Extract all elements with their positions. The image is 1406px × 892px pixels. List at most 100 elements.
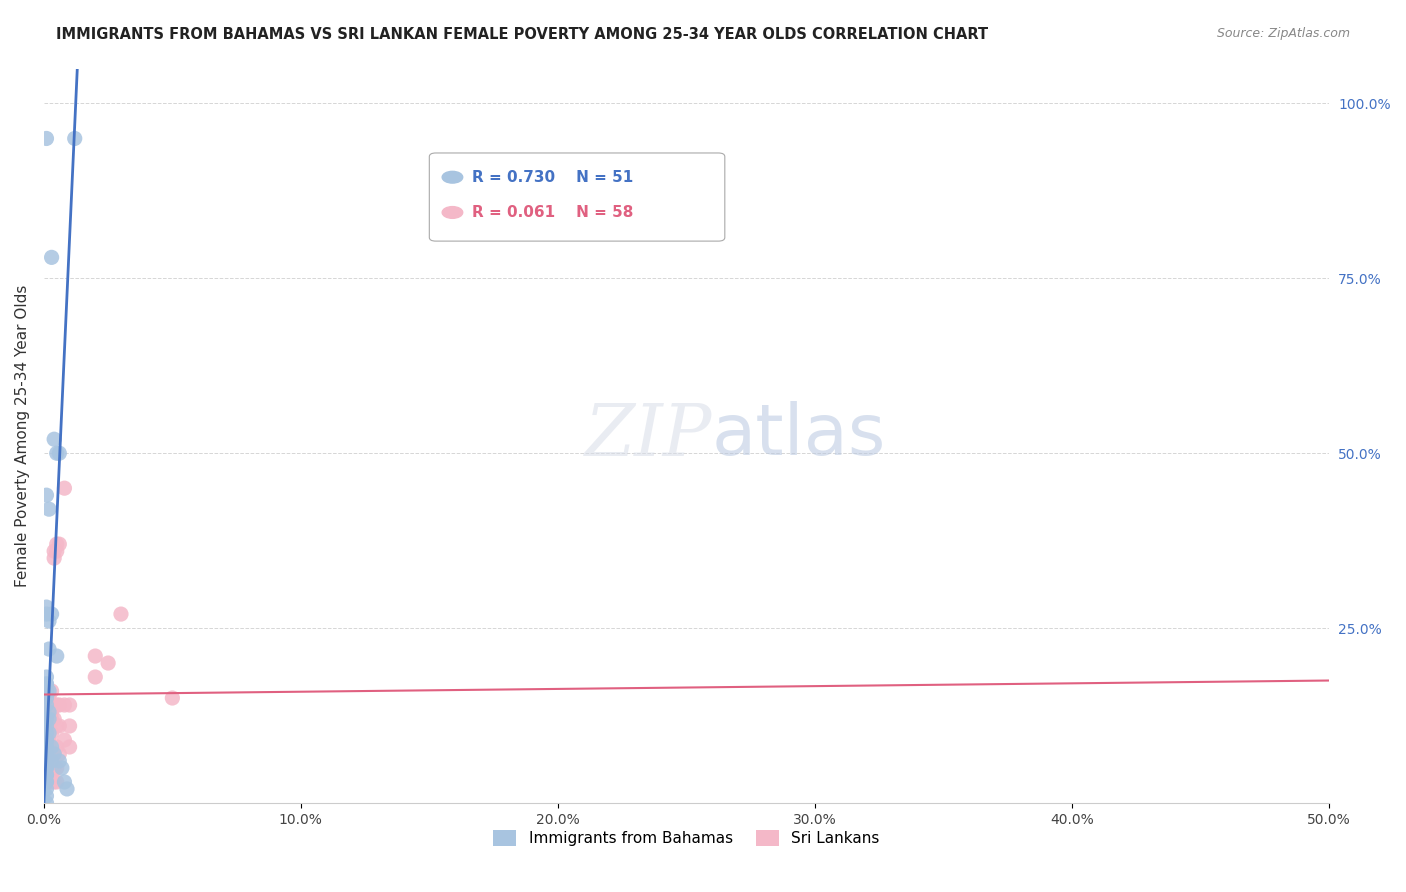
Point (35, 712, 58, 726)
Point (35, 789, 58, 803)
Point (53, 733, 76, 747)
Point (48, 747, 70, 761)
Point (38, 754, 60, 768)
Legend: Immigrants from Bahamas, Sri Lankans: Immigrants from Bahamas, Sri Lankans (486, 822, 887, 854)
Point (38, 733, 60, 747)
Point (35, 677, 58, 691)
Point (35, 747, 58, 761)
Point (41, 705, 63, 719)
Point (97, 656, 120, 670)
Point (41, 754, 63, 768)
Point (44, 775, 66, 789)
Point (41, 768, 63, 782)
Point (45, 775, 67, 789)
Point (45, 537, 67, 551)
Point (48, 537, 70, 551)
Point (35, 733, 58, 747)
Point (63, 131, 86, 145)
FancyBboxPatch shape (429, 153, 725, 241)
Point (35, 796, 58, 810)
Point (45, 761, 67, 775)
Point (51, 761, 73, 775)
Point (38, 712, 60, 726)
Point (162, 691, 184, 706)
Point (35, 781, 58, 796)
Point (48, 754, 70, 768)
Point (38, 726, 60, 740)
Point (84, 670, 107, 684)
Point (41, 607, 63, 621)
Point (35, 739, 58, 754)
Point (35, 691, 58, 706)
Point (35, 719, 58, 733)
Point (38, 502, 60, 516)
Point (45, 698, 67, 712)
Point (35, 600, 58, 615)
Point (84, 648, 107, 663)
Point (35, 747, 58, 761)
Point (35, 775, 58, 789)
Point (58, 719, 80, 733)
Point (38, 705, 60, 719)
Point (35, 754, 58, 768)
Text: ZIP: ZIP (585, 401, 711, 471)
Point (35, 754, 58, 768)
Point (44, 761, 66, 775)
Point (35, 691, 58, 706)
Point (45, 544, 67, 558)
Text: R = 0.730    N = 51: R = 0.730 N = 51 (472, 169, 633, 185)
Point (41, 684, 63, 698)
Point (35, 726, 58, 740)
Point (53, 481, 76, 495)
Point (35, 607, 58, 621)
Point (53, 775, 76, 789)
Point (58, 698, 80, 712)
Point (35, 131, 58, 145)
Point (35, 733, 58, 747)
Point (38, 775, 60, 789)
Point (53, 698, 76, 712)
Point (35, 719, 58, 733)
Point (38, 642, 60, 657)
Point (35, 761, 58, 775)
Point (44, 432, 66, 446)
Point (41, 747, 63, 761)
Point (35, 768, 58, 782)
Point (41, 775, 63, 789)
Point (56, 781, 79, 796)
Point (45, 648, 67, 663)
Point (48, 698, 70, 712)
Point (35, 739, 58, 754)
Point (41, 712, 63, 726)
Point (35, 739, 58, 754)
Point (35, 733, 58, 747)
Point (35, 768, 58, 782)
Point (41, 251, 63, 265)
Point (35, 677, 58, 691)
Point (38, 684, 60, 698)
Point (38, 761, 60, 775)
Point (48, 719, 70, 733)
Point (35, 775, 58, 789)
Text: IMMIGRANTS FROM BAHAMAS VS SRI LANKAN FEMALE POVERTY AMONG 25-34 YEAR OLDS CORRE: IMMIGRANTS FROM BAHAMAS VS SRI LANKAN FE… (56, 27, 988, 42)
Point (38, 712, 60, 726)
Point (35, 761, 58, 775)
Point (44, 747, 66, 761)
Text: Source: ZipAtlas.com: Source: ZipAtlas.com (1216, 27, 1350, 40)
Point (38, 739, 60, 754)
Point (35, 726, 58, 740)
Point (38, 698, 60, 712)
Point (35, 705, 58, 719)
Point (44, 698, 66, 712)
Point (35, 698, 58, 712)
Point (44, 712, 66, 726)
Point (45, 739, 67, 754)
Point (44, 747, 66, 761)
Text: atlas: atlas (711, 401, 886, 470)
Point (38, 726, 60, 740)
Circle shape (441, 171, 463, 183)
Point (35, 712, 58, 726)
Point (110, 607, 132, 621)
Circle shape (441, 207, 463, 219)
Point (41, 726, 63, 740)
